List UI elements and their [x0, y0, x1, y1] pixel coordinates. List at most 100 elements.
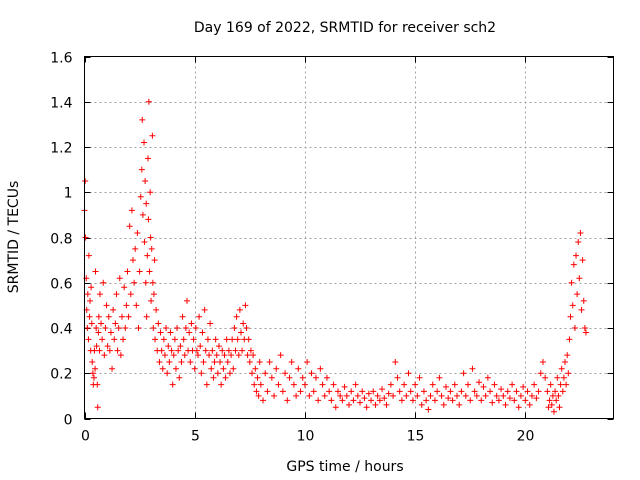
data-point [136, 268, 143, 275]
data-point [164, 370, 171, 377]
data-point [177, 343, 184, 350]
data-point [188, 320, 195, 327]
data-point [82, 234, 89, 241]
data-point [127, 291, 134, 298]
data-point [264, 388, 271, 395]
x-tick-label: 10 [297, 429, 315, 445]
data-point [115, 325, 122, 331]
data-point [210, 374, 217, 381]
data-point [92, 365, 99, 372]
data-point [465, 381, 472, 388]
data-point [456, 401, 463, 408]
data-point [515, 404, 522, 411]
data-point [160, 336, 167, 343]
data-point [137, 193, 144, 200]
data-point [99, 336, 106, 343]
data-point [246, 358, 253, 365]
data-point [473, 392, 480, 399]
data-point [191, 365, 198, 372]
data-point [337, 392, 344, 399]
data-point [458, 388, 465, 395]
data-point [135, 325, 142, 331]
x-tick-labels: 0 5 10 15 20 [81, 429, 534, 445]
data-point [142, 279, 149, 286]
data-point [88, 320, 95, 327]
data-point [332, 404, 339, 411]
data-point [180, 336, 187, 343]
y-tick-label: 1.2 [50, 141, 72, 157]
data-point [197, 343, 204, 350]
data-point [348, 388, 355, 395]
data-point [176, 374, 183, 381]
data-point [105, 313, 112, 320]
data-point [226, 370, 233, 377]
data-point [328, 397, 335, 404]
data-point [102, 325, 109, 331]
data-point [141, 239, 148, 246]
data-point [247, 347, 254, 354]
data-point [290, 381, 297, 388]
data-point [138, 166, 145, 173]
data-point [170, 352, 177, 359]
data-point [256, 358, 263, 365]
data-point [568, 279, 575, 286]
data-point [334, 388, 341, 395]
data-point [117, 352, 124, 359]
data-point [221, 352, 228, 359]
data-point [407, 388, 414, 395]
data-point [142, 177, 149, 184]
data-point [354, 392, 361, 399]
data-point [212, 336, 219, 343]
data-point [204, 336, 211, 343]
data-point [522, 397, 529, 404]
data-point [200, 358, 207, 365]
data-point [418, 401, 425, 408]
data-point [91, 347, 98, 354]
data-point [467, 397, 474, 404]
data-point [223, 336, 230, 343]
data-point [493, 392, 500, 399]
data-point [409, 397, 416, 404]
data-point [427, 392, 434, 399]
data-point [94, 404, 101, 411]
data-point [359, 388, 366, 395]
data-point [363, 404, 370, 411]
data-point [161, 352, 168, 359]
data-point [235, 352, 242, 359]
data-point [565, 370, 572, 377]
y-tick-label: 0.6 [50, 277, 72, 293]
data-point [169, 381, 176, 388]
data-point [129, 257, 136, 264]
data-point [557, 381, 564, 388]
data-point [574, 291, 581, 298]
data-point [350, 397, 357, 404]
data-point [495, 397, 502, 404]
data-point [93, 325, 100, 331]
data-point [429, 381, 436, 388]
data-point [82, 177, 89, 184]
data-point [480, 383, 487, 390]
data-point [559, 388, 566, 395]
data-point [196, 313, 203, 320]
data-point [531, 381, 538, 388]
data-point [93, 343, 100, 350]
data-point [533, 395, 540, 402]
data-point [139, 211, 146, 218]
data-point [297, 388, 304, 395]
data-point [219, 347, 226, 354]
data-point [420, 388, 427, 395]
data-point [365, 390, 372, 397]
data-point [114, 347, 121, 354]
data-point [112, 320, 119, 327]
data-point [153, 306, 160, 313]
data-point [563, 381, 570, 388]
data-point [528, 392, 535, 399]
data-point [268, 374, 275, 381]
data-point [282, 370, 289, 377]
data-point [141, 139, 148, 146]
data-point [113, 291, 120, 298]
data-point [174, 325, 181, 331]
data-point [554, 374, 561, 381]
data-point [484, 374, 491, 381]
data-point [524, 388, 531, 395]
